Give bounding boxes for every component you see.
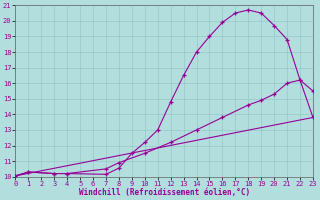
- X-axis label: Windchill (Refroidissement éolien,°C): Windchill (Refroidissement éolien,°C): [79, 188, 250, 197]
